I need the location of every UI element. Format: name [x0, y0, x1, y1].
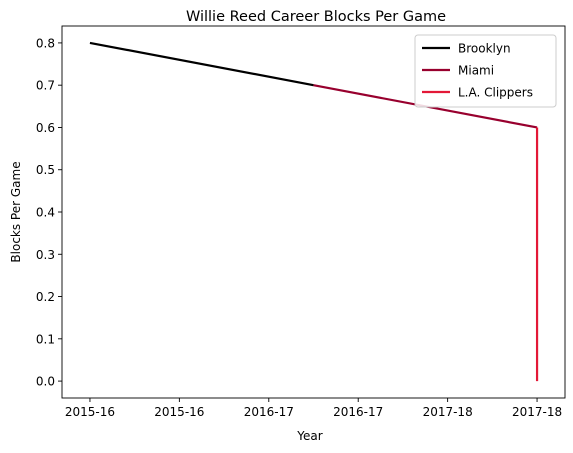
chart-title: Willie Reed Career Blocks Per Game	[186, 9, 446, 25]
x-tick-label: 2016-17	[244, 405, 294, 419]
x-tick-label: 2015-16	[65, 405, 115, 419]
legend-label: Brooklyn	[458, 42, 511, 56]
x-tick-label: 2016-17	[333, 405, 383, 419]
y-tick-label: 0.2	[36, 290, 55, 304]
x-tick-label: 2015-16	[154, 405, 204, 419]
y-tick-label: 0.7	[36, 79, 55, 93]
y-tick-label: 0.8	[36, 36, 55, 50]
legend-label: L.A. Clippers	[458, 86, 533, 100]
x-axis-label: Year	[296, 429, 322, 443]
y-tick-label: 0.0	[36, 375, 55, 389]
y-tick-label: 0.5	[36, 163, 55, 177]
y-tick-label: 0.1	[36, 332, 55, 346]
x-tick-label: 2017-18	[423, 405, 473, 419]
y-tick-label: 0.4	[36, 206, 55, 220]
series-line-0	[89, 41, 314, 87]
y-axis-label: Blocks Per Game	[9, 161, 23, 262]
legend: Brooklyn Miami L.A. Clippers	[414, 34, 557, 108]
legend-box	[414, 34, 557, 108]
y-axis: 0.0 0.1 0.2 0.3 0.4 0.5 0.6 0.7 0.8	[36, 36, 62, 389]
y-tick-label: 0.6	[36, 121, 55, 135]
x-axis: 2015-16 2015-16 2016-17 2016-17 2017-18 2017-…	[65, 398, 562, 419]
y-tick-label: 0.3	[36, 248, 55, 262]
x-tick-label: 2017-18	[512, 405, 562, 419]
legend-label: Miami	[458, 64, 494, 78]
